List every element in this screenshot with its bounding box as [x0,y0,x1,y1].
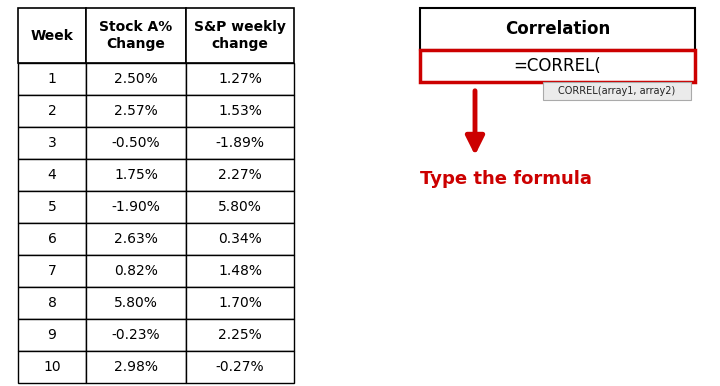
Bar [420,8,695,50]
Text: 2.98%: 2.98% [114,360,158,374]
Bar [186,95,294,127]
Bar [186,63,294,95]
Text: S&P weekly
change: S&P weekly change [194,20,286,51]
Bar [86,351,186,383]
Text: 5: 5 [48,200,56,214]
Text: 2.27%: 2.27% [218,168,262,182]
Bar [18,319,86,351]
Text: 2.50%: 2.50% [114,72,158,86]
Text: Correlation: Correlation [505,20,610,38]
Bar [186,287,294,319]
Bar [86,8,186,63]
Bar [186,351,294,383]
Text: Type the formula: Type the formula [420,170,592,188]
Text: 2: 2 [48,104,56,118]
Text: 1.75%: 1.75% [114,168,158,182]
Bar [420,50,695,82]
Text: -0.50%: -0.50% [112,136,161,150]
Text: 5.80%: 5.80% [218,200,262,214]
Bar [86,319,186,351]
Bar [86,255,186,287]
Bar [186,319,294,351]
Text: 5.80%: 5.80% [114,296,158,310]
Bar [186,223,294,255]
Text: 2.25%: 2.25% [218,328,262,342]
Bar [18,351,86,383]
Text: 2.63%: 2.63% [114,232,158,246]
Bar [18,8,86,63]
Bar [86,223,186,255]
Bar [186,191,294,223]
Text: 6: 6 [48,232,56,246]
Text: Week: Week [30,29,73,42]
Bar [18,287,86,319]
Text: 1: 1 [48,72,56,86]
Text: 8: 8 [48,296,56,310]
Text: 7: 7 [48,264,56,278]
Bar [18,159,86,191]
Bar [186,8,294,63]
Bar [18,63,86,95]
Bar [186,127,294,159]
Text: 0.34%: 0.34% [218,232,262,246]
Bar [86,127,186,159]
Bar [18,191,86,223]
Text: -0.23%: -0.23% [112,328,161,342]
Text: 9: 9 [48,328,56,342]
Bar [18,95,86,127]
Bar [86,191,186,223]
Text: -1.89%: -1.89% [215,136,264,150]
Text: 1.70%: 1.70% [218,296,262,310]
Bar [86,287,186,319]
Text: 1.53%: 1.53% [218,104,262,118]
Text: -0.27%: -0.27% [216,360,264,374]
Bar [186,255,294,287]
Text: 2.57%: 2.57% [114,104,158,118]
Text: =CORREL(: =CORREL( [513,57,601,75]
Text: 1.48%: 1.48% [218,264,262,278]
Bar [186,159,294,191]
Text: 3: 3 [48,136,56,150]
Text: 1.27%: 1.27% [218,72,262,86]
Bar [543,82,691,100]
Bar [86,95,186,127]
Text: 0.82%: 0.82% [114,264,158,278]
Bar [18,127,86,159]
Bar [18,223,86,255]
Text: Stock A%
Change: Stock A% Change [99,20,173,51]
Bar [18,255,86,287]
Bar [86,63,186,95]
Text: -1.90%: -1.90% [112,200,161,214]
Text: 4: 4 [48,168,56,182]
Bar [86,159,186,191]
Text: CORREL(array1, array2): CORREL(array1, array2) [559,86,675,96]
Text: 10: 10 [43,360,60,374]
